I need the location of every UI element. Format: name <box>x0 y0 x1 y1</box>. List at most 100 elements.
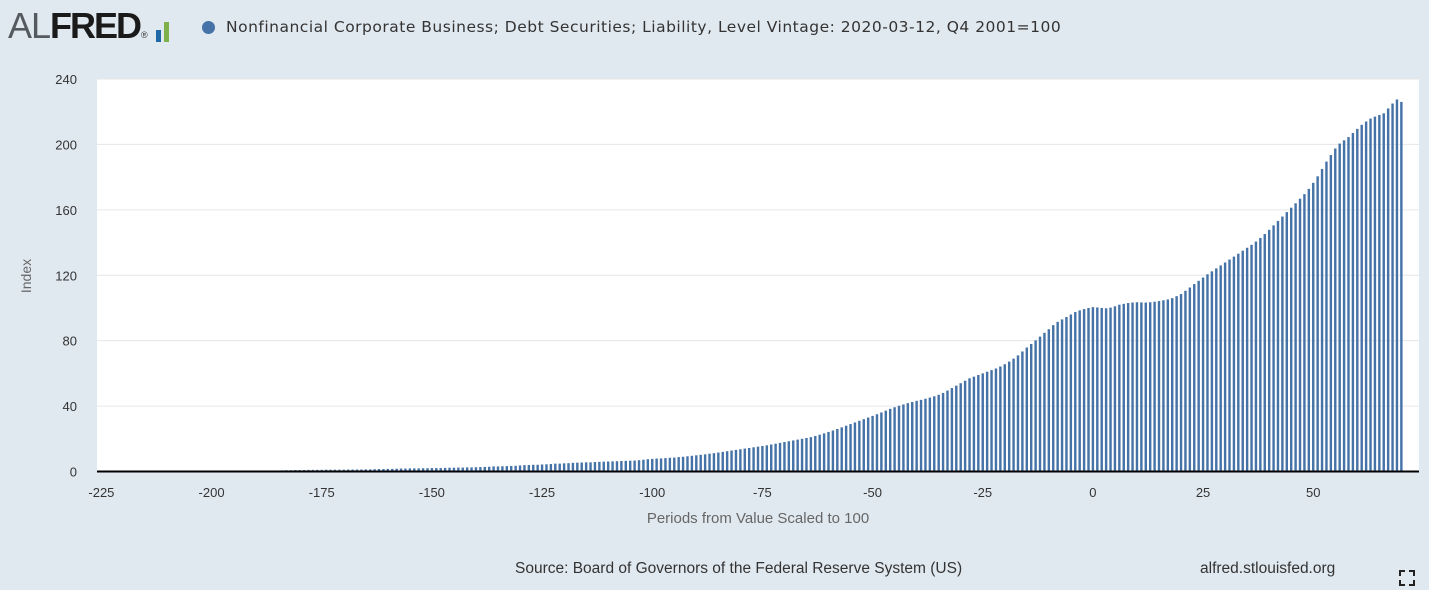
bar <box>642 459 645 472</box>
source-text: Source: Board of Governors of the Federa… <box>515 560 963 577</box>
alfred-logo[interactable]: AL FRED ® <box>8 8 169 44</box>
y-tick-label: 160 <box>55 203 77 218</box>
bar <box>1400 101 1403 472</box>
bar <box>919 399 923 472</box>
bar <box>1197 280 1200 472</box>
bar <box>1021 351 1024 472</box>
bar <box>501 466 504 472</box>
bar <box>712 453 716 472</box>
bar <box>1272 225 1275 472</box>
chart-legend[interactable]: Nonfinancial Corporate Business; Debt Se… <box>202 17 1061 37</box>
bar <box>673 457 676 472</box>
bar <box>1166 299 1170 472</box>
bar <box>1223 262 1227 472</box>
x-tick-label: -50 <box>863 485 882 500</box>
bar <box>1175 296 1178 472</box>
bar <box>1215 268 1218 472</box>
bar <box>1091 307 1095 472</box>
bar <box>465 467 469 472</box>
bar <box>1126 303 1130 472</box>
bar <box>1281 216 1284 472</box>
x-tick-labels: -225 -200 -175 -150 -125 -100 -75 -50 -25 0 25 50 <box>88 485 1320 500</box>
bar <box>1232 256 1236 472</box>
bar <box>915 400 918 472</box>
bar <box>1131 302 1134 472</box>
bar <box>809 437 813 472</box>
bar <box>545 464 548 472</box>
bar <box>880 412 883 472</box>
bar <box>681 456 685 472</box>
legend-series-label: Nonfinancial Corporate Business; Debt Se… <box>226 18 1062 36</box>
bar <box>1373 116 1377 472</box>
bar <box>1056 321 1059 472</box>
bar <box>487 466 491 472</box>
bar <box>443 467 447 472</box>
bar <box>941 393 945 472</box>
bar <box>580 462 583 472</box>
bar <box>774 443 777 472</box>
bar <box>955 385 958 472</box>
bar <box>404 468 407 472</box>
bar <box>1334 148 1337 472</box>
bar <box>946 390 949 472</box>
bar <box>452 467 456 472</box>
bar <box>633 460 636 472</box>
bar <box>1069 314 1073 472</box>
bar <box>1364 121 1368 472</box>
logo-al-text: AL <box>8 5 51 46</box>
bar <box>1307 188 1311 472</box>
bar <box>492 466 495 472</box>
bar <box>1303 194 1306 472</box>
bar <box>1171 298 1174 472</box>
bar <box>1144 302 1147 472</box>
bar <box>439 468 442 472</box>
bar <box>814 436 817 472</box>
bar <box>395 468 398 472</box>
bar <box>739 449 742 472</box>
bar <box>959 383 962 472</box>
bar <box>576 462 579 472</box>
y-tick-label: 80 <box>63 334 77 349</box>
bar <box>1312 182 1315 472</box>
y-tick-label: 0 <box>70 465 77 480</box>
bar <box>911 401 914 472</box>
bar <box>1096 307 1099 472</box>
bar <box>734 449 738 472</box>
bar <box>994 368 998 472</box>
bar <box>386 468 390 472</box>
bar <box>1250 244 1253 472</box>
bar <box>413 468 416 472</box>
bar <box>690 455 694 472</box>
bar <box>479 467 482 472</box>
bar <box>866 417 870 472</box>
bar <box>373 469 376 472</box>
bar <box>1082 309 1086 472</box>
bar <box>421 468 425 472</box>
bar <box>1118 304 1121 472</box>
bar <box>593 462 597 472</box>
bar <box>584 462 588 472</box>
bar <box>1007 361 1011 472</box>
bar <box>792 440 795 472</box>
bar <box>990 370 993 472</box>
bar <box>1065 316 1068 472</box>
bar <box>1360 124 1363 472</box>
bar <box>822 433 826 472</box>
bar <box>1325 161 1328 472</box>
fullscreen-icon[interactable] <box>1399 570 1415 586</box>
bar <box>933 396 936 472</box>
bar <box>664 458 667 472</box>
logo-bars-icon <box>155 16 169 42</box>
alfred-link[interactable]: alfred.stlouisfed.org <box>1200 560 1336 577</box>
bar <box>470 467 473 472</box>
bar <box>778 442 782 472</box>
bar <box>770 444 773 472</box>
y-tick-label: 240 <box>55 72 77 87</box>
bar <box>417 468 420 472</box>
bar <box>761 445 764 472</box>
bar <box>1285 212 1289 472</box>
bar <box>747 447 751 472</box>
bar <box>518 465 522 472</box>
bar <box>655 458 658 472</box>
